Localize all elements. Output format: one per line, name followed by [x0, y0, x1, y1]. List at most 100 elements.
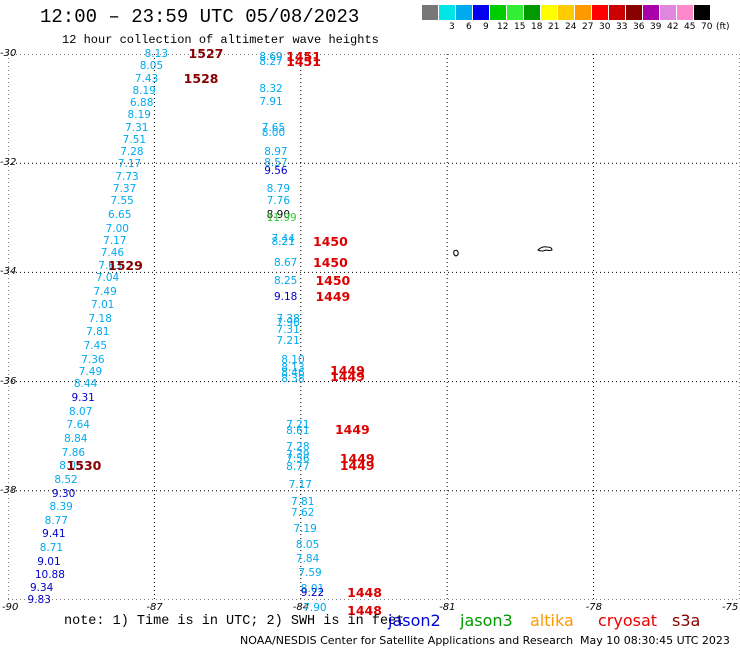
swh-value: 9.30 [51, 487, 76, 500]
swh-value: 9.34 [29, 581, 54, 594]
pass-time-label: 1448 [347, 602, 382, 618]
lat-tick-label: -38 [0, 484, 17, 496]
lon-tick-label: -90 [2, 602, 19, 613]
swh-value: 11.99 [266, 211, 297, 224]
pass-time-label: 1450 [313, 254, 348, 270]
legend-swatch [456, 5, 473, 20]
swh-value: 7.63 [98, 259, 122, 272]
swh-value: 7.73 [115, 170, 139, 183]
legend-swatch [541, 5, 558, 20]
swh-value: 9.83 [27, 594, 51, 606]
swh-value: 7.04 [95, 271, 120, 284]
swh-value: 8.01 [300, 583, 325, 596]
lat-tick-label: -36 [0, 375, 17, 387]
legend-swatch [575, 5, 592, 20]
swh-value: 7.76 [266, 195, 291, 208]
pass-time-label: 1450 [313, 234, 348, 250]
island-shape [537, 246, 553, 252]
pass-time-label: 1449 [334, 421, 370, 437]
swh-value: 7.21 [276, 334, 300, 347]
swh-value: 6.88 [130, 97, 154, 110]
legend-swatch [473, 5, 490, 20]
legend-tick-label: 33 [616, 22, 628, 32]
swh-value: 7.51 [122, 133, 147, 146]
legend-tick-label: 39 [650, 22, 662, 32]
lat-tick-label: -34 [0, 266, 17, 278]
swh-value: 7.01 [90, 299, 115, 312]
swh-value: 7.17 [103, 234, 127, 247]
swh-value: 7.90 [303, 602, 327, 615]
legend-tick-label: 45 [684, 22, 696, 32]
swh-value: 8.61 [286, 424, 310, 437]
swh-value: 8.97 [264, 146, 288, 159]
swh-value: 7.36 [81, 353, 105, 366]
swh-value: 8.52 [54, 473, 78, 486]
swh-value: 7.31 [276, 323, 300, 336]
pass-time-label: 1529 [108, 257, 143, 273]
pass-time-label: 1450 [315, 272, 351, 288]
swh-value: 9.41 [42, 528, 66, 541]
swh-value: 7.64 [66, 419, 90, 432]
lon-tick-label: -84 [292, 602, 310, 613]
swh-value: 8.57 [264, 157, 288, 170]
swh-value: 7.21 [286, 419, 310, 432]
swh-value: 9.56 [264, 165, 288, 178]
swh-value: 7.81 [291, 495, 315, 508]
pass-time-label: 1449 [315, 288, 351, 304]
lon-tick-label: -81 [439, 602, 456, 613]
lon-tick-label: -87 [146, 602, 163, 613]
legend-tick-label: 27 [582, 22, 594, 32]
swh-value: 6.65 [108, 209, 132, 222]
footnote: note: 1) Time is in UTC; 2) SWH is in fe… [64, 614, 405, 629]
legend-swatch [558, 5, 575, 20]
swh-value: 7.91 [259, 96, 283, 109]
page-subtitle: 12 hour collection of altimeter wave hei… [62, 33, 379, 47]
swh-value: 8.77 [286, 461, 310, 474]
swh-value: 8.00 [261, 127, 286, 140]
swh-value: 9.31 [71, 391, 95, 404]
mission-altika: altika [530, 611, 574, 630]
swh-value: 7.56 [286, 453, 310, 466]
swh-value: 8.79 [266, 183, 291, 196]
legend-swatch [660, 5, 677, 20]
swh-value: 9.22 [300, 587, 325, 600]
swh-value: 7.37 [112, 183, 137, 196]
mission-jason2: jason2 [388, 611, 441, 630]
swh-value: 8.21 [271, 236, 295, 249]
swh-value: 8.05 [59, 460, 83, 473]
swh-value: 7.45 [83, 340, 108, 353]
swh-value: 8.25 [273, 274, 298, 287]
island-shape [453, 249, 459, 257]
swh-value: 7.28 [120, 146, 144, 159]
generation-timestamp: May 10 08:30:45 UTC 2023 [580, 634, 730, 647]
swh-value: 8.71 [39, 542, 64, 555]
pass-time-label: 1451 [286, 48, 321, 64]
swh-value: 7.44 [271, 232, 295, 245]
legend-tick-label: 70 [701, 22, 713, 32]
swh-value: 7.38 [276, 312, 300, 325]
color-legend [422, 5, 711, 20]
legend-tick-label: 12 [497, 22, 509, 32]
pass-time-label: 1449 [330, 369, 365, 385]
swh-value: 8.46 [281, 367, 305, 380]
swh-value: 7.62 [291, 506, 315, 519]
swh-value: 10.88 [34, 569, 65, 582]
pass-time-label: 1449 [339, 451, 375, 467]
swh-value: 9.18 [273, 290, 298, 303]
mission-cryosat: cryosat [598, 611, 658, 630]
legend-tick-label: 9 [483, 22, 489, 32]
page-title: 12:00 – 23:59 UTC 05/08/2023 [40, 6, 360, 28]
pass-time-label: 1528 [183, 70, 219, 86]
swh-value: 8.69 [259, 50, 283, 63]
swh-value: 7.17 [288, 479, 312, 492]
land-features [453, 246, 553, 257]
swh-value: 7.31 [125, 121, 149, 134]
legend-swatch [490, 5, 507, 20]
swh-value: 9.01 [37, 555, 61, 568]
swh-value: 8.84 [64, 432, 88, 445]
legend-tick-label: 30 [599, 22, 611, 32]
pass-time-label: 1527 [188, 46, 224, 61]
legend-swatch [626, 5, 643, 20]
legend-tick-label: 42 [667, 22, 679, 32]
mission-jason3: jason3 [460, 611, 513, 630]
